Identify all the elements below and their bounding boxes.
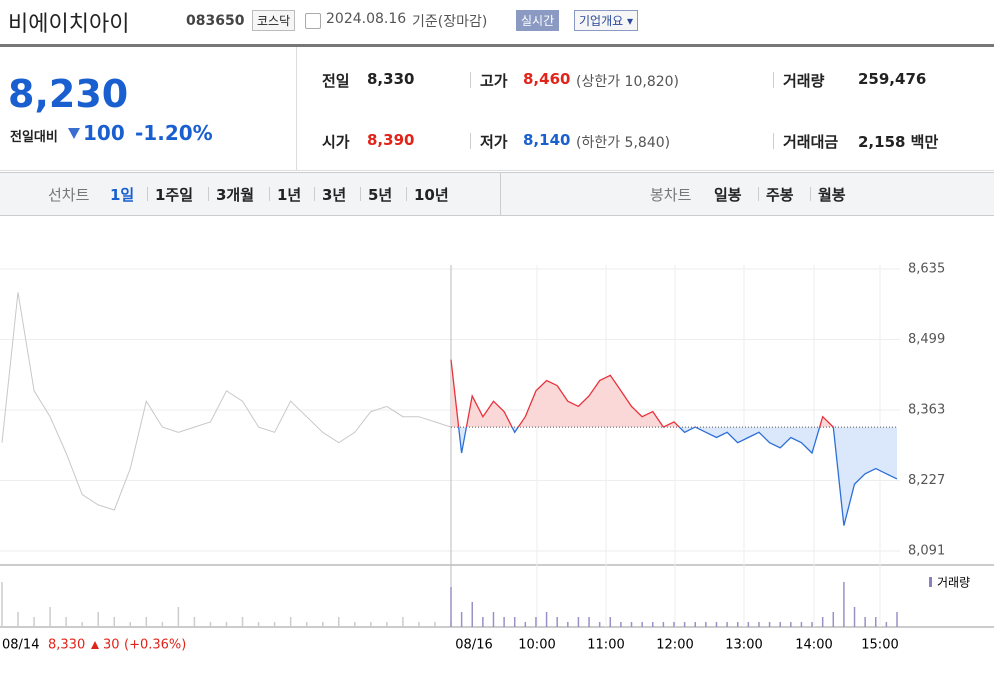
footer-close: 8,330 — [48, 638, 85, 653]
footer-change: 30 — [103, 638, 120, 653]
overview-label: 기업개요 — [579, 14, 624, 28]
stock-code: 083650 — [186, 13, 245, 29]
tab[interactable]: 1주일 — [155, 186, 194, 204]
stat-label: 고가 — [480, 72, 508, 90]
stat-value: 8,140 — [523, 131, 571, 149]
tab[interactable]: 1일 — [110, 186, 135, 204]
tab[interactable]: 주봉 — [766, 186, 794, 204]
tab[interactable]: 3개월 — [216, 186, 255, 204]
stat-label: 거래대금 — [783, 133, 839, 151]
y-tick-label: 8,363 — [908, 403, 945, 418]
stat-label: 전일 — [322, 72, 350, 90]
x-tick-label: 15:00 — [861, 638, 898, 653]
price-line — [1, 292, 452, 511]
price-panel — [0, 47, 297, 171]
separator — [470, 72, 471, 88]
tab[interactable]: 1년 — [277, 186, 302, 204]
stat-value: 8,330 — [367, 70, 415, 88]
stat-label: 저가 — [480, 133, 508, 151]
stock-name: 비에이치아이 — [8, 12, 130, 37]
calendar-icon — [305, 13, 321, 29]
tab[interactable]: 3년 — [322, 186, 347, 204]
tab[interactable]: 월봉 — [818, 186, 846, 204]
tab-separator — [758, 187, 759, 201]
candle-chart-label: 봉차트 — [650, 186, 692, 204]
x-tick-label: 08/16 — [455, 638, 492, 653]
basis: 기준(장마감) — [412, 14, 488, 30]
change-rate: -1.20% — [135, 121, 213, 145]
stat-label: 거래량 — [783, 72, 825, 90]
change-label: 전일대비 — [10, 130, 58, 145]
date: 2024.08.16 — [326, 11, 407, 27]
area-above — [451, 359, 834, 428]
stat-label: 시가 — [322, 133, 350, 151]
tab[interactable]: 일봉 — [714, 186, 742, 204]
tab-separator — [269, 187, 270, 201]
tab-bar — [0, 172, 994, 216]
y-tick-label: 8,635 — [908, 262, 945, 277]
footer-date: 08/14 — [2, 638, 39, 653]
tab-separator — [810, 187, 811, 201]
legend-swatch — [929, 577, 932, 587]
tab[interactable]: 10년 — [414, 186, 449, 204]
stats-rule — [297, 170, 994, 171]
stat-value: 259,476 — [858, 70, 927, 88]
stat-note: (하한가 5,840) — [576, 135, 671, 151]
tab[interactable]: 5년 — [368, 186, 393, 204]
y-tick-label: 8,499 — [908, 332, 945, 347]
stat-value: 2,158 백만 — [858, 133, 939, 151]
tab-divider — [500, 172, 501, 215]
x-tick-label: 14:00 — [795, 638, 832, 653]
change: 100 — [83, 121, 125, 145]
x-tick-label: 11:00 — [587, 638, 624, 653]
down-arrow — [68, 128, 80, 139]
separator — [470, 133, 471, 149]
area-below — [451, 427, 897, 526]
stat-note: (상한가 10,820) — [576, 74, 680, 90]
price-line-up — [450, 359, 834, 428]
realtime-button[interactable]: 실시간 — [516, 10, 560, 31]
x-tick-label: 13:00 — [725, 638, 762, 653]
stat-value: 8,460 — [523, 70, 571, 88]
tab-separator — [147, 187, 148, 201]
tab-separator — [208, 187, 209, 201]
market: 코스닥 — [252, 10, 296, 31]
tab-separator — [406, 187, 407, 201]
separator — [773, 72, 774, 88]
legend-label: 거래량 — [937, 576, 970, 590]
stat-value: 8,390 — [367, 131, 415, 149]
price: 8,230 — [8, 72, 129, 116]
separator — [773, 133, 774, 149]
x-tick-label: 10:00 — [518, 638, 555, 653]
price-line-down — [458, 427, 898, 526]
up-arrow — [91, 641, 99, 649]
header-rule — [0, 44, 994, 47]
line-chart-label: 선차트 — [48, 186, 90, 204]
overview-button[interactable]: 기업개요 ▾ — [574, 10, 639, 31]
y-tick-label: 8,091 — [908, 544, 945, 559]
x-tick-label: 12:00 — [656, 638, 693, 653]
y-tick-label: 8,227 — [908, 473, 945, 488]
tab-separator — [360, 187, 361, 201]
tab-separator — [314, 187, 315, 201]
footer-rate: (+0.36%) — [124, 638, 186, 653]
